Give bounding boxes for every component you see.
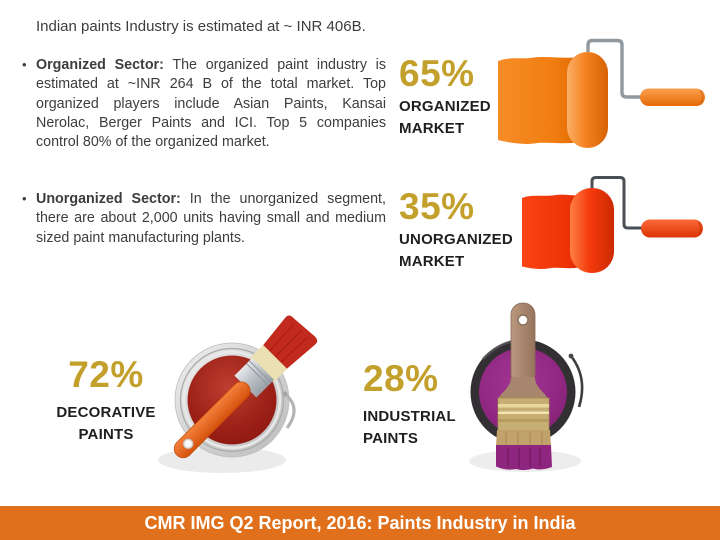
stat-value: 72%: [68, 354, 144, 395]
stat-value: 65%: [399, 53, 475, 94]
bullet-text: Unorganized Sector: In the unorganized s…: [36, 190, 386, 248]
orange-paint-roller-icon: [498, 38, 705, 148]
stat-label-line1: INDUSTRIAL: [363, 408, 456, 425]
bullet-body: In the unorganized segment, there are ab…: [36, 191, 386, 246]
stat-label-line2: MARKET: [399, 253, 465, 270]
bullet-unorganized-sector: • Unorganized Sector: In the unorganized…: [22, 190, 388, 248]
red-paint-roller-icon: [522, 176, 703, 273]
stat-value: 35%: [399, 186, 475, 227]
footer-bar: CMR IMG Q2 Report, 2016: Paints Industry…: [0, 506, 720, 540]
stat-industrial-paints: 28% INDUSTRIAL PAINTS: [363, 356, 483, 450]
purple-paint-can-with-brush-icon: [469, 302, 584, 472]
bullet-lead: Organized Sector:: [36, 57, 164, 73]
stat-organized-market: 65% ORGANIZED MARKET: [399, 52, 559, 140]
bullet-icon: •: [22, 57, 27, 72]
bullet-text: Organized Sector: The organized paint in…: [36, 56, 386, 152]
stat-label-line2: MARKET: [399, 120, 465, 137]
stat-label-line1: DECORATIVE: [56, 404, 156, 421]
stat-label-line2: PAINTS: [363, 430, 419, 447]
bullet-icon: •: [22, 191, 27, 206]
footer-text: CMR IMG Q2 Report, 2016: Paints Industry…: [144, 513, 576, 533]
red-paint-can-with-brush-icon: [158, 315, 318, 473]
stat-label-line1: UNORGANIZED: [399, 231, 513, 248]
bullet-body: The organized paint industry is estimate…: [36, 57, 387, 151]
stat-decorative-paints: 72% DECORATIVE PAINTS: [46, 352, 166, 446]
bullet-lead: Unorganized Sector:: [36, 191, 181, 207]
bullet-organized-sector: • Organized Sector: The organized paint …: [22, 56, 388, 152]
stat-value: 28%: [363, 358, 439, 399]
slide-title: Indian paints Industry is estimated at ~…: [36, 18, 366, 35]
stat-label-line1: ORGANIZED: [399, 98, 491, 115]
stat-unorganized-market: 35% UNORGANIZED MARKET: [399, 185, 569, 273]
stat-label-line2: PAINTS: [78, 426, 134, 443]
